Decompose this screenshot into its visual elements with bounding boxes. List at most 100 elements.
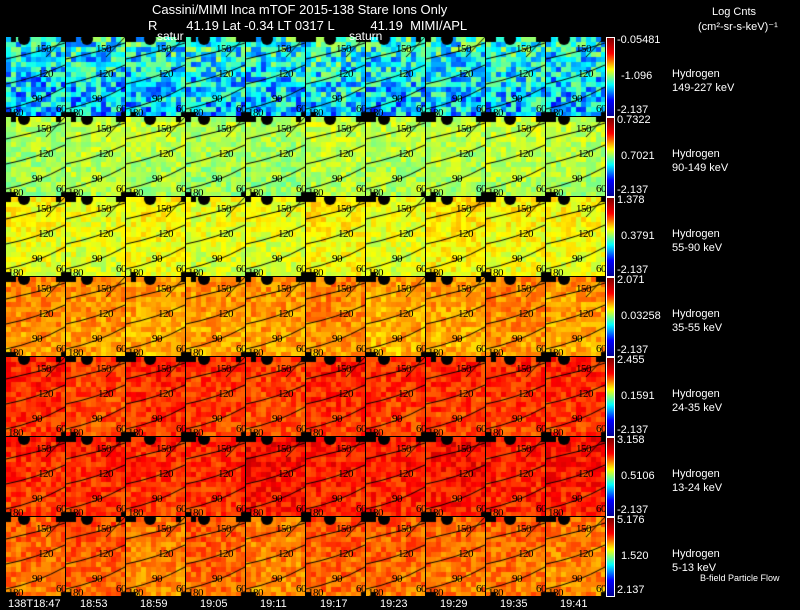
contour-label: 90 — [272, 173, 283, 185]
contour-label: 60 — [416, 583, 425, 595]
contour-label: 120 — [158, 468, 174, 480]
contour-label: 90 — [152, 573, 163, 585]
contour-label: 90 — [92, 93, 103, 105]
heatmap-panel: 150 120 90 60 180 — [366, 197, 425, 276]
contour-label: 60 — [596, 423, 605, 435]
contour-label: 120 — [398, 308, 414, 320]
contour-label: 180 — [248, 187, 264, 196]
heatmap-panel: 150 120 90 60 180 — [6, 517, 65, 596]
contour-label: 60 — [356, 183, 365, 195]
time-tick-label: 19:35 — [500, 598, 528, 610]
colorbar — [606, 37, 615, 117]
contour-label: 60 — [536, 343, 545, 355]
heatmap-panel: 150 120 90 60 180 — [66, 37, 125, 116]
contour-label: 180 — [428, 347, 444, 356]
contour-label: 60 — [536, 263, 545, 275]
contour-label: 180 — [428, 587, 444, 596]
contour-label: 180 — [368, 187, 384, 196]
contour-label: 180 — [188, 507, 204, 516]
plot-title: Cassini/MIMI Inca mTOF 2015-138 Stare Io… — [152, 2, 448, 17]
contour-label: 90 — [92, 413, 103, 425]
contour-label: 120 — [518, 68, 534, 80]
contour-label: 120 — [338, 468, 354, 480]
contour-label: 180 — [548, 107, 564, 116]
contour-label: 60 — [296, 103, 305, 115]
contour-label: 180 — [248, 427, 264, 436]
contour-label: 60 — [296, 503, 305, 515]
heatmap-panel: 150 120 90 60 180 — [126, 517, 185, 596]
contour-label: 120 — [458, 308, 474, 320]
contour-label: 60 — [116, 583, 125, 595]
time-tick-label: 18:53 — [80, 598, 108, 610]
contour-label: 180 — [188, 107, 204, 116]
saturn-label: satur — [157, 29, 184, 43]
contour-label: 180 — [248, 267, 264, 276]
contour-label: 120 — [338, 308, 354, 320]
contour-label: 60 — [176, 263, 185, 275]
contour-label: 90 — [392, 413, 403, 425]
contour-label: 60 — [596, 263, 605, 275]
heatmap-panel: 150 120 90 60 180 — [366, 437, 425, 516]
heatmap-panel: 150 120 90 60 180 — [426, 277, 485, 356]
contour-label: 90 — [392, 93, 403, 105]
contour-label: 120 — [518, 308, 534, 320]
energy-range-label: 35-55 keV — [672, 322, 723, 334]
legend-note: B-field Particle Flow — [700, 573, 780, 583]
contour-label: 60 — [116, 103, 125, 115]
contour-label: 60 — [296, 343, 305, 355]
contour-label: 120 — [278, 308, 294, 320]
time-tick-label: 19:29 — [440, 598, 468, 610]
energy-range-label: 55-90 keV — [672, 242, 723, 254]
contour-label: 180 — [488, 347, 504, 356]
contour-label: 60 — [236, 263, 245, 275]
contour-label: 60 — [356, 423, 365, 435]
contour-label: 180 — [8, 507, 24, 516]
time-tick-label: 19:05 — [200, 598, 228, 610]
contour-label: 60 — [236, 103, 245, 115]
contour-label: 150 — [456, 523, 472, 535]
time-tick-label: 19:11 — [260, 598, 287, 610]
contour-label: 180 — [128, 267, 144, 276]
contour-label: 120 — [458, 228, 474, 240]
contour-label: 150 — [96, 123, 112, 135]
colorbar-tick-label: 3.158 — [617, 434, 645, 446]
contour-label: 150 — [276, 123, 292, 135]
row-label: Hydrogen 5-13 keV — [672, 547, 720, 575]
contour-label: 180 — [428, 267, 444, 276]
contour-label: 90 — [212, 253, 223, 265]
contour-label: 180 — [128, 347, 144, 356]
contour-label: 60 — [236, 583, 245, 595]
contour-label: 90 — [452, 333, 463, 345]
contour-label: 60 — [176, 503, 185, 515]
contour-label: 180 — [428, 187, 444, 196]
contour-label: 90 — [512, 173, 523, 185]
contour-label: 60 — [476, 503, 485, 515]
contour-label: 120 — [458, 68, 474, 80]
contour-label: 60 — [596, 583, 605, 595]
contour-label: 150 — [216, 123, 232, 135]
heatmap-panel: 150 120 90 60 180 — [246, 37, 305, 116]
contour-label: 150 — [276, 523, 292, 535]
contour-label: 90 — [32, 173, 43, 185]
contour-label: 150 — [456, 203, 472, 215]
contour-label: 180 — [8, 347, 24, 356]
heatmap-panel: 150 120 90 60 180 — [126, 357, 185, 436]
contour-label: 120 — [578, 308, 594, 320]
contour-label: 150 — [36, 363, 52, 375]
heatmap-panel: 150 120 90 60 180 — [486, 197, 545, 276]
contour-label: 90 — [32, 573, 43, 585]
contour-label: 60 — [596, 103, 605, 115]
contour-label: 120 — [158, 548, 174, 560]
heatmap-panel: 150 120 90 60 180 — [486, 437, 545, 516]
contour-label: 90 — [152, 413, 163, 425]
heatmap-panel: 150 120 90 60 180 — [306, 437, 365, 516]
heatmap-panel: 150 120 90 60 180 — [66, 437, 125, 516]
contour-label: 60 — [416, 263, 425, 275]
time-tick-label: 19:17 — [320, 598, 348, 610]
heatmap-panel: 150 120 90 60 180 — [426, 117, 485, 196]
contour-label: 60 — [176, 583, 185, 595]
heatmap-panel: 150 120 90 60 180 — [366, 37, 425, 116]
colorbar-tick-label: 0.5106 — [621, 470, 655, 482]
contour-label: 90 — [512, 253, 523, 265]
row-label: Hydrogen 35-55 keV — [672, 307, 722, 335]
